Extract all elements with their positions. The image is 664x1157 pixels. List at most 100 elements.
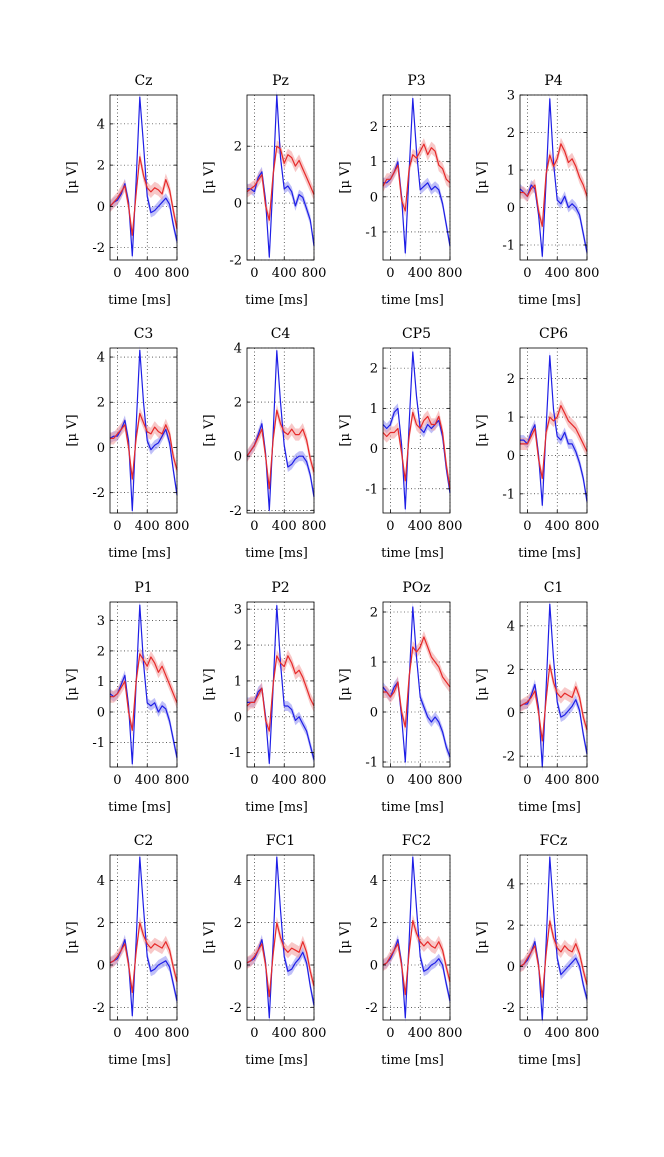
x-tick-label: 400 bbox=[408, 773, 433, 788]
series-red-line bbox=[246, 409, 315, 490]
y-tick-label: 2 bbox=[370, 120, 378, 135]
y-axis-label: [μ V] bbox=[65, 921, 80, 953]
subplot-title: Pz bbox=[272, 73, 289, 89]
series-blue-line bbox=[519, 603, 588, 768]
x-tick-label: 0 bbox=[523, 519, 531, 534]
series-red-band bbox=[247, 140, 314, 227]
y-tick-label: 0 bbox=[370, 442, 378, 457]
y-axis-label: [μ V] bbox=[338, 161, 353, 193]
axes-frame bbox=[519, 601, 588, 768]
series-red-line bbox=[246, 655, 315, 732]
y-axis-label: [μ V] bbox=[338, 921, 353, 953]
y-tick-label: 0 bbox=[370, 959, 378, 974]
x-axis-label: time [ms] bbox=[381, 1053, 444, 1068]
series-red-line bbox=[383, 636, 451, 728]
subplot-fcz: FCz -2 0 2 4 0 400 800 time [ms] [μ V] bbox=[475, 833, 599, 1068]
x-axis-label: time [ms] bbox=[518, 546, 581, 561]
axes-frame bbox=[519, 854, 588, 1021]
y-tick-label: 4 bbox=[507, 619, 515, 634]
x-tick-label: 800 bbox=[165, 519, 190, 534]
subplot-title: C2 bbox=[134, 833, 154, 849]
series-red-band bbox=[520, 915, 587, 1004]
series-blue-line bbox=[382, 606, 451, 763]
y-tick-label: 2 bbox=[234, 396, 242, 411]
x-tick-label: 800 bbox=[575, 773, 600, 788]
x-tick-label: 800 bbox=[575, 266, 600, 281]
x-axis-label: time [ms] bbox=[381, 800, 444, 815]
y-tick-label: 2 bbox=[370, 606, 378, 621]
x-axis-label: time [ms] bbox=[518, 1053, 581, 1068]
x-tick-label: 0 bbox=[250, 773, 258, 788]
y-tick-label: 0 bbox=[507, 449, 515, 464]
x-tick-label: 800 bbox=[302, 519, 327, 534]
series-blue-band bbox=[520, 93, 587, 262]
subplot-title: FC2 bbox=[402, 833, 431, 849]
y-tick-label: 1 bbox=[370, 402, 378, 417]
x-tick-label: 0 bbox=[523, 266, 531, 281]
subplot-title: P2 bbox=[271, 580, 289, 596]
y-tick-label: 4 bbox=[97, 117, 105, 132]
subplot-title: P3 bbox=[407, 73, 425, 89]
x-axis-label: time [ms] bbox=[108, 1053, 171, 1068]
y-tick-label: 4 bbox=[97, 874, 105, 889]
x-tick-label: 800 bbox=[165, 773, 190, 788]
x-tick-label: 400 bbox=[545, 266, 570, 281]
series-red-band bbox=[383, 631, 450, 733]
x-tick-label: 0 bbox=[113, 773, 121, 788]
y-tick-label: -1 bbox=[502, 239, 515, 254]
x-tick-label: 0 bbox=[386, 773, 394, 788]
y-tick-label: 0 bbox=[97, 441, 105, 456]
series-red-band bbox=[520, 399, 587, 485]
y-axis-label: [μ V] bbox=[202, 414, 217, 446]
y-tick-label: 0 bbox=[370, 706, 378, 721]
x-tick-label: 400 bbox=[135, 266, 160, 281]
x-axis-label: time [ms] bbox=[108, 293, 171, 308]
y-axis-label: [μ V] bbox=[65, 414, 80, 446]
x-tick-label: 400 bbox=[135, 773, 160, 788]
x-tick-label: 800 bbox=[302, 1026, 327, 1041]
subplot-cp5: CP5 -1 0 1 2 0 400 800 time [ms] [μ V] bbox=[338, 326, 462, 561]
y-axis-label: [μ V] bbox=[338, 668, 353, 700]
y-axis-label: [μ V] bbox=[202, 161, 217, 193]
series-red-line bbox=[382, 143, 451, 212]
subplot-title: CP5 bbox=[402, 326, 431, 342]
series-red-line bbox=[246, 922, 315, 998]
y-tick-label: 4 bbox=[234, 342, 242, 357]
y-tick-label: 2 bbox=[97, 159, 105, 174]
axes-frame bbox=[519, 347, 588, 514]
y-tick-label: 2 bbox=[370, 916, 378, 931]
series-blue-band bbox=[520, 599, 587, 772]
y-tick-label: 0 bbox=[234, 959, 242, 974]
y-tick-label: 2 bbox=[507, 919, 515, 934]
subplot-p1: P1 -1 0 1 2 3 0 400 800 time [ms] [μ V] bbox=[65, 580, 189, 815]
subplot-p2: P2 -1 0 1 2 3 0 400 800 time [ms] [μ V] bbox=[202, 580, 326, 815]
x-tick-label: 800 bbox=[575, 519, 600, 534]
y-tick-label: 2 bbox=[507, 126, 515, 141]
y-axis-label: [μ V] bbox=[475, 414, 490, 446]
y-tick-label: -1 bbox=[92, 736, 105, 751]
series-red-line bbox=[110, 412, 178, 480]
x-tick-label: 800 bbox=[438, 773, 463, 788]
axes-frame bbox=[382, 601, 451, 768]
y-tick-label: 1 bbox=[370, 656, 378, 671]
y-tick-label: 0 bbox=[507, 960, 515, 975]
x-axis-label: time [ms] bbox=[108, 800, 171, 815]
axes-frame bbox=[246, 854, 315, 1021]
subplot-title: C1 bbox=[544, 580, 564, 596]
x-tick-label: 0 bbox=[523, 773, 531, 788]
axes-frame bbox=[109, 347, 178, 514]
subplot-poz: POz -1 0 1 2 0 400 800 time [ms] [μ V] bbox=[338, 580, 462, 815]
y-tick-label: 2 bbox=[234, 140, 242, 155]
y-tick-label: 0 bbox=[97, 959, 105, 974]
y-tick-label: 2 bbox=[507, 663, 515, 678]
series-red-line bbox=[382, 919, 451, 996]
axes-frame bbox=[382, 854, 451, 1021]
series-blue-line bbox=[382, 351, 451, 510]
x-tick-label: 800 bbox=[165, 1026, 190, 1041]
subplot-c1: C1 -2 0 2 4 0 400 800 time [ms] [μ V] bbox=[475, 580, 599, 815]
y-tick-label: -2 bbox=[92, 241, 105, 256]
y-tick-label: 2 bbox=[370, 362, 378, 377]
y-axis-label: [μ V] bbox=[65, 161, 80, 193]
y-tick-label: 2 bbox=[234, 639, 242, 654]
subplot-title: P1 bbox=[134, 580, 152, 596]
